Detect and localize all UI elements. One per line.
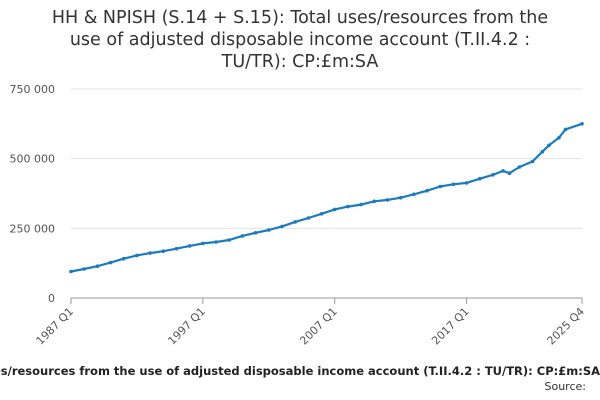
data-point xyxy=(464,181,469,185)
chart-title-line-3: TU/TR): CP:£m:SA xyxy=(221,52,379,72)
data-point xyxy=(306,216,311,220)
chart-title-line-1: HH & NPISH (S.14 + S.15): Total uses/res… xyxy=(51,8,549,28)
legend: HH & NPISH (S.14 + S.15): Total uses/res… xyxy=(0,364,600,378)
chart-title: HH & NPISH (S.14 + S.15): Total uses/res… xyxy=(20,7,580,73)
data-point xyxy=(319,212,324,216)
data-point xyxy=(280,224,284,229)
data-point xyxy=(398,195,403,200)
data-point xyxy=(359,202,363,207)
data-point xyxy=(346,204,350,209)
data-point xyxy=(82,267,86,271)
data-point xyxy=(95,264,100,269)
x-axis: 1987 Q1 1997 Q1 2007 Q1 2017 Q1 2025 Q4 xyxy=(34,297,588,348)
data-point xyxy=(507,171,512,175)
data-point xyxy=(530,159,535,164)
data-point xyxy=(161,249,166,253)
data-point xyxy=(108,260,113,265)
grid-lines xyxy=(71,88,582,229)
data-point xyxy=(547,143,551,148)
data-point xyxy=(201,241,205,246)
data-point xyxy=(563,127,568,132)
y-axis-ticks: 0 250 000 500 000 750 000 xyxy=(10,83,56,305)
data-point xyxy=(135,253,139,258)
data-point xyxy=(69,269,73,274)
data-point xyxy=(557,136,561,140)
data-point xyxy=(438,184,443,189)
x-tick-label: 1987 Q1 xyxy=(34,305,77,348)
data-point xyxy=(267,228,271,232)
data-point xyxy=(540,149,545,154)
x-tick-label: 1997 Q1 xyxy=(165,305,208,348)
data-point xyxy=(385,198,390,202)
data-point xyxy=(580,122,584,126)
series-line xyxy=(69,122,584,273)
data-point xyxy=(372,199,377,204)
y-tick-label: 500 000 xyxy=(10,153,56,166)
y-tick-label: 250 000 xyxy=(10,222,56,235)
data-point xyxy=(240,234,245,238)
y-tick-label: 750 000 xyxy=(10,83,56,96)
data-point xyxy=(174,246,179,251)
data-point xyxy=(187,244,192,248)
data-point xyxy=(214,240,218,244)
source-label: Source: xyxy=(544,380,587,393)
data-point xyxy=(478,176,482,181)
data-point xyxy=(332,207,337,212)
y-tick-label: 0 xyxy=(48,292,55,305)
data-point xyxy=(148,251,152,255)
data-point xyxy=(451,182,456,187)
chart-title-line-2: use of adjusted disposable income accoun… xyxy=(69,30,531,50)
data-point xyxy=(412,192,416,197)
data-point xyxy=(517,165,522,169)
data-point xyxy=(121,256,126,261)
legend-series-label: HH & NPISH (S.14 + S.15): Total uses/res… xyxy=(0,364,600,378)
data-point xyxy=(253,231,258,235)
x-tick-label: 2017 Q1 xyxy=(429,305,472,348)
x-tick-label: 2007 Q1 xyxy=(297,305,340,348)
x-tick-label: 2025 Q4 xyxy=(545,305,588,348)
data-point xyxy=(293,220,298,224)
data-point xyxy=(227,238,231,242)
data-point xyxy=(491,173,495,177)
data-point xyxy=(501,169,505,173)
data-point xyxy=(425,188,429,193)
series-layer xyxy=(69,122,584,274)
